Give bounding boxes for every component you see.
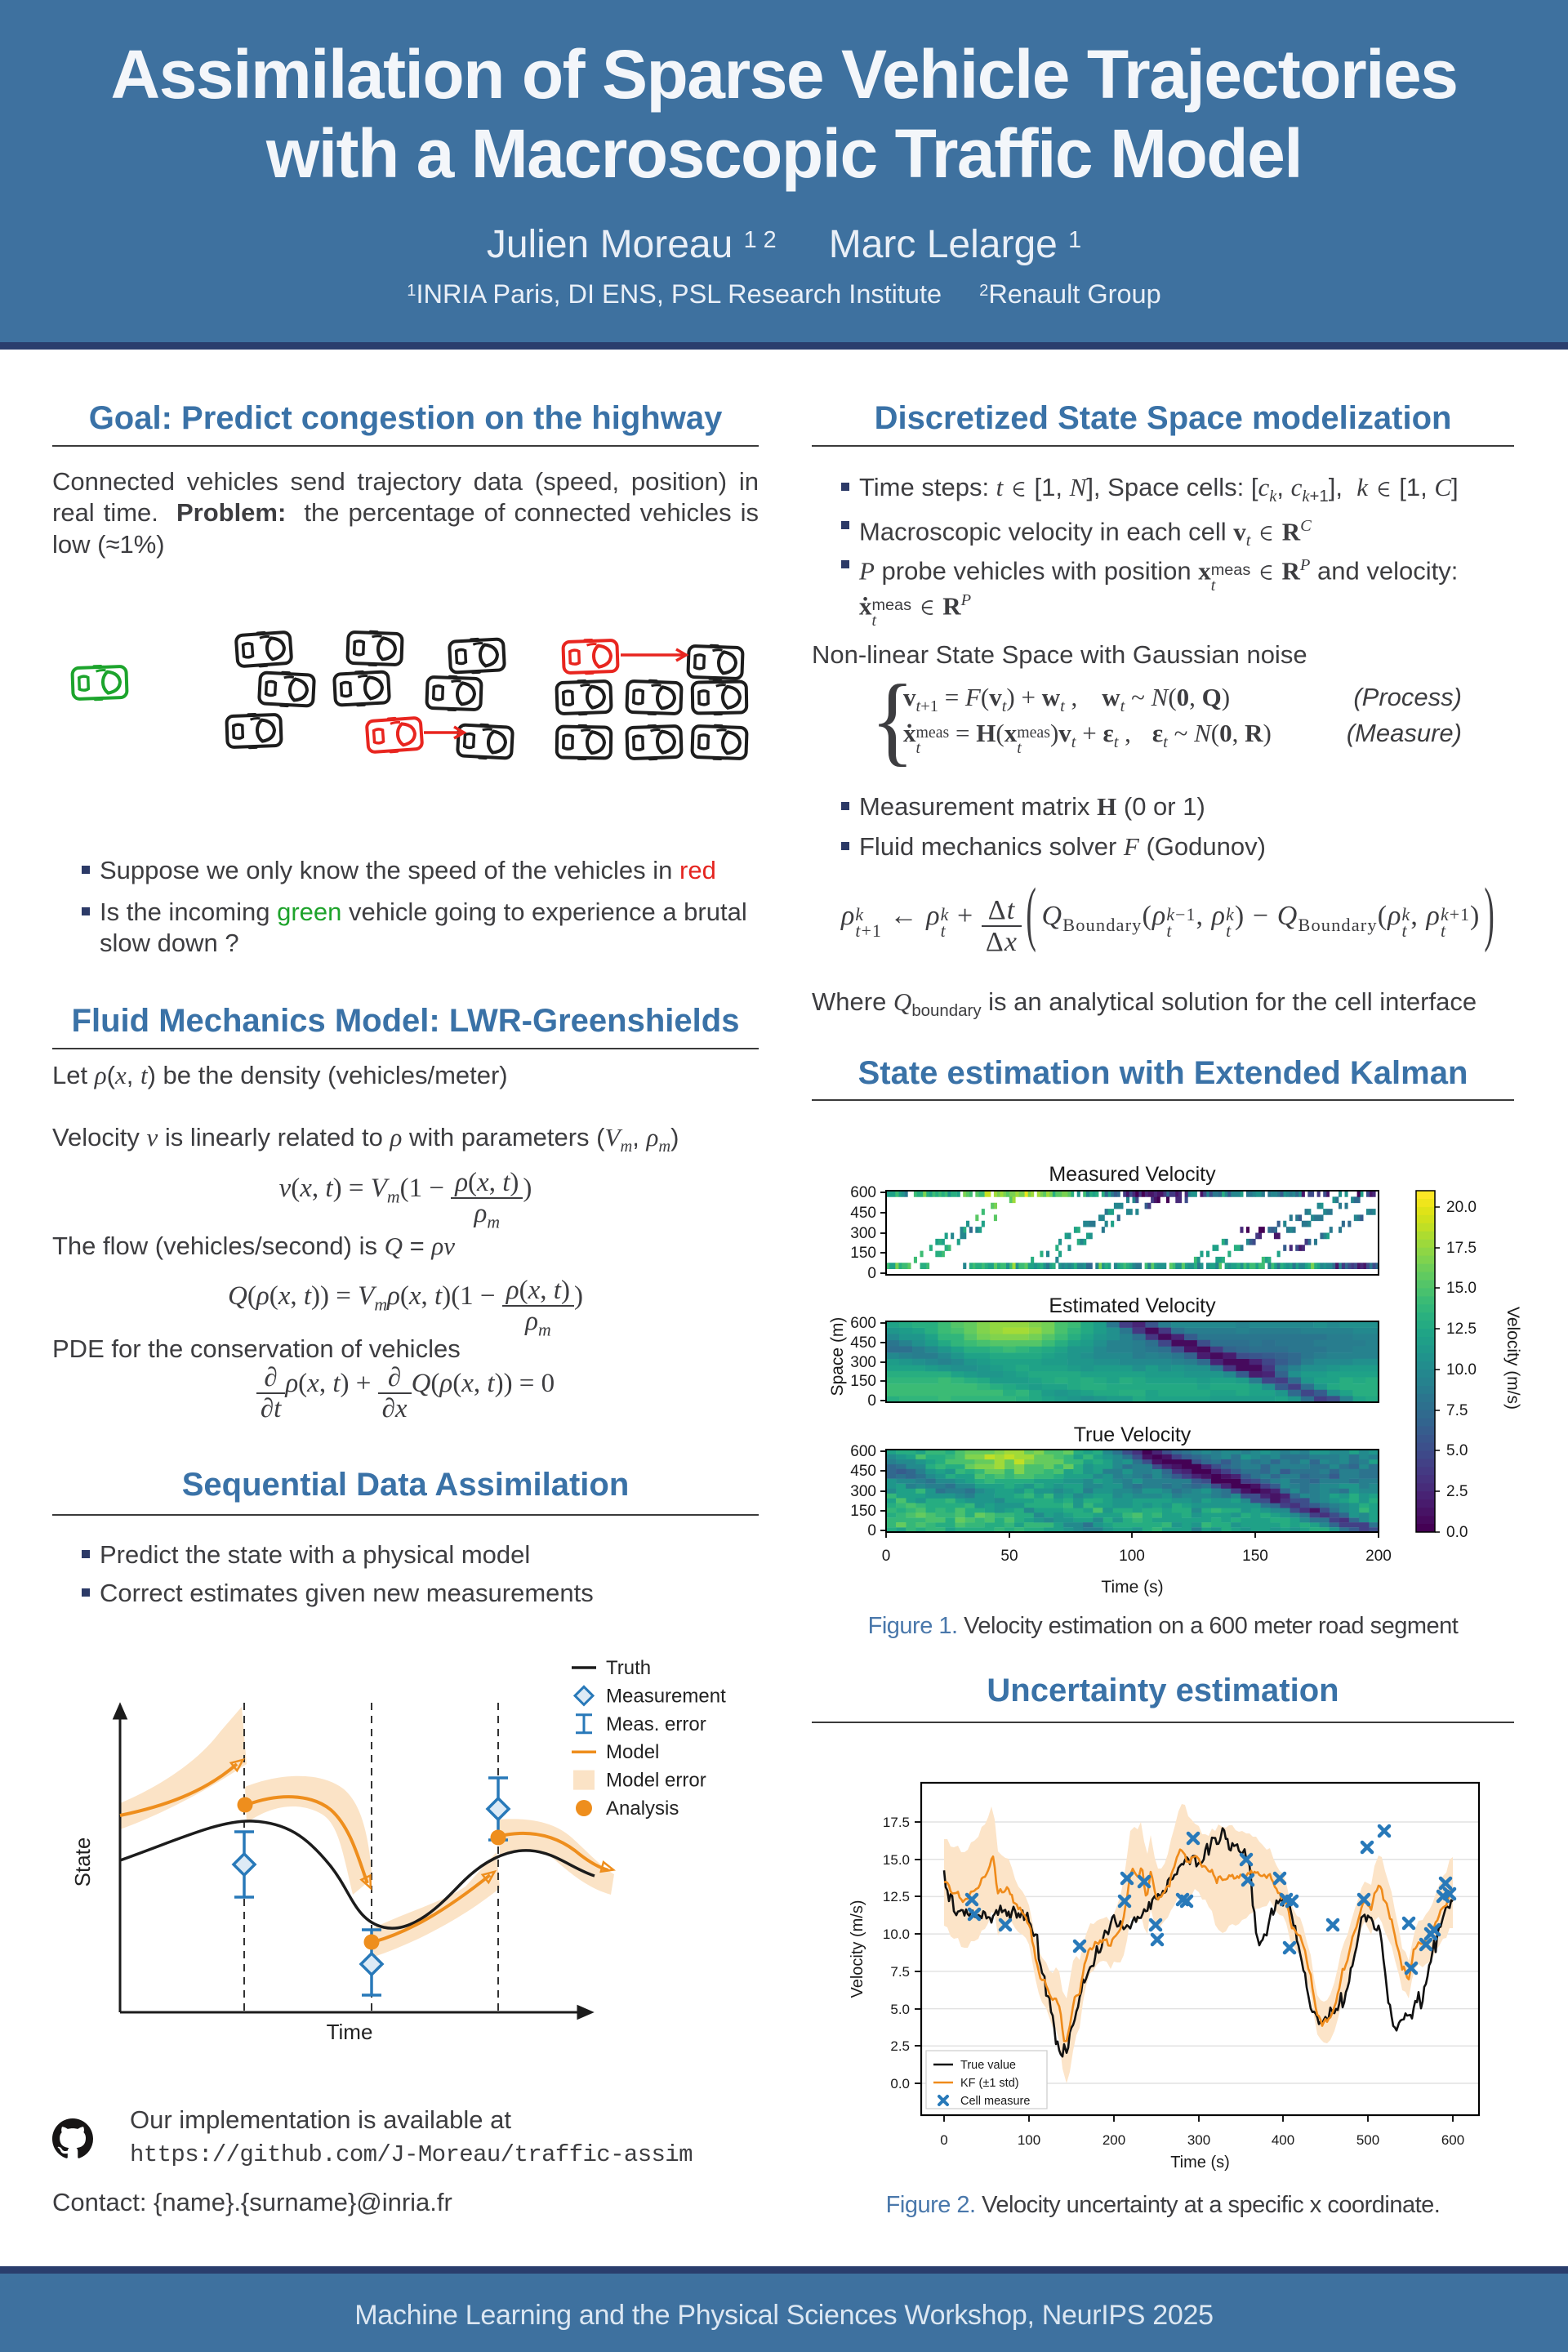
svg-text:True Velocity: True Velocity [1074, 1423, 1192, 1446]
svg-text:100: 100 [1018, 2132, 1040, 2148]
svg-text:10.0: 10.0 [883, 1927, 910, 1942]
svg-text:0: 0 [940, 2132, 947, 2148]
svg-text:300: 300 [850, 1225, 876, 1242]
svg-text:Velocity (m/s): Velocity (m/s) [1503, 1307, 1522, 1410]
svg-text:150: 150 [850, 1245, 876, 1262]
svg-text:Measured Velocity: Measured Velocity [1049, 1163, 1216, 1186]
svg-text:2.5: 2.5 [1446, 1483, 1468, 1500]
svg-text:500: 500 [1356, 2132, 1379, 2148]
svg-text:Estimated Velocity: Estimated Velocity [1049, 1294, 1216, 1317]
svg-text:15.0: 15.0 [1446, 1280, 1477, 1297]
svg-text:150: 150 [850, 1503, 876, 1520]
svg-text:True value: True value [960, 2059, 1016, 2072]
svg-text:100: 100 [1119, 1548, 1145, 1565]
svg-text:0: 0 [867, 1522, 876, 1539]
svg-text:150: 150 [1242, 1548, 1268, 1565]
svg-text:Analysis: Analysis [606, 1797, 679, 1820]
svg-text:600: 600 [850, 1443, 876, 1460]
svg-text:Time: Time [327, 2020, 373, 2044]
svg-text:Model error: Model error [606, 1770, 706, 1792]
svg-text:150: 150 [850, 1373, 876, 1390]
svg-text:Velocity (m/s): Velocity (m/s) [849, 1900, 866, 1998]
svg-text:200: 200 [1365, 1548, 1392, 1565]
svg-text:12.5: 12.5 [1446, 1321, 1477, 1338]
svg-text:Meas. error: Meas. error [606, 1713, 706, 1735]
svg-text:2.5: 2.5 [890, 2038, 910, 2054]
svg-text:7.5: 7.5 [890, 1964, 910, 1980]
svg-text:17.5: 17.5 [1446, 1240, 1477, 1257]
svg-text:450: 450 [850, 1463, 876, 1480]
svg-text:17.5: 17.5 [883, 1815, 910, 1830]
svg-text:15.0: 15.0 [883, 1852, 910, 1868]
svg-text:600: 600 [850, 1184, 876, 1201]
svg-text:Cell measure: Cell measure [960, 2095, 1030, 2108]
svg-text:Space (m): Space (m) [828, 1317, 847, 1396]
svg-text:Time (s): Time (s) [1170, 2154, 1230, 2172]
svg-text:State: State [70, 1838, 95, 1887]
svg-text:20.0: 20.0 [1446, 1199, 1477, 1216]
svg-text:7.5: 7.5 [1446, 1402, 1468, 1419]
svg-text:300: 300 [850, 1483, 876, 1500]
svg-text:450: 450 [850, 1205, 876, 1222]
svg-text:300: 300 [850, 1354, 876, 1371]
svg-text:300: 300 [1187, 2132, 1210, 2148]
svg-text:50: 50 [1000, 1548, 1018, 1565]
svg-text:0: 0 [867, 1392, 876, 1410]
svg-text:5.0: 5.0 [890, 2002, 910, 2017]
svg-text:10.0: 10.0 [1446, 1361, 1477, 1379]
svg-text:200: 200 [1102, 2132, 1125, 2148]
svg-text:400: 400 [1272, 2132, 1294, 2148]
svg-text:450: 450 [850, 1334, 876, 1352]
svg-text:0: 0 [882, 1548, 891, 1565]
svg-text:0: 0 [867, 1265, 876, 1282]
svg-text:Model: Model [606, 1741, 659, 1763]
svg-text:0.0: 0.0 [1446, 1524, 1468, 1541]
svg-text:KF (±1 std): KF (±1 std) [960, 2077, 1019, 2090]
svg-text:Truth: Truth [606, 1657, 651, 1679]
svg-text:0.0: 0.0 [890, 2076, 910, 2091]
svg-text:5.0: 5.0 [1446, 1442, 1468, 1459]
svg-text:600: 600 [850, 1315, 876, 1332]
svg-text:600: 600 [1441, 2132, 1464, 2148]
svg-text:12.5: 12.5 [883, 1889, 910, 1904]
svg-text:Measurement: Measurement [606, 1685, 726, 1707]
svg-text:Time (s): Time (s) [1101, 1578, 1163, 1597]
